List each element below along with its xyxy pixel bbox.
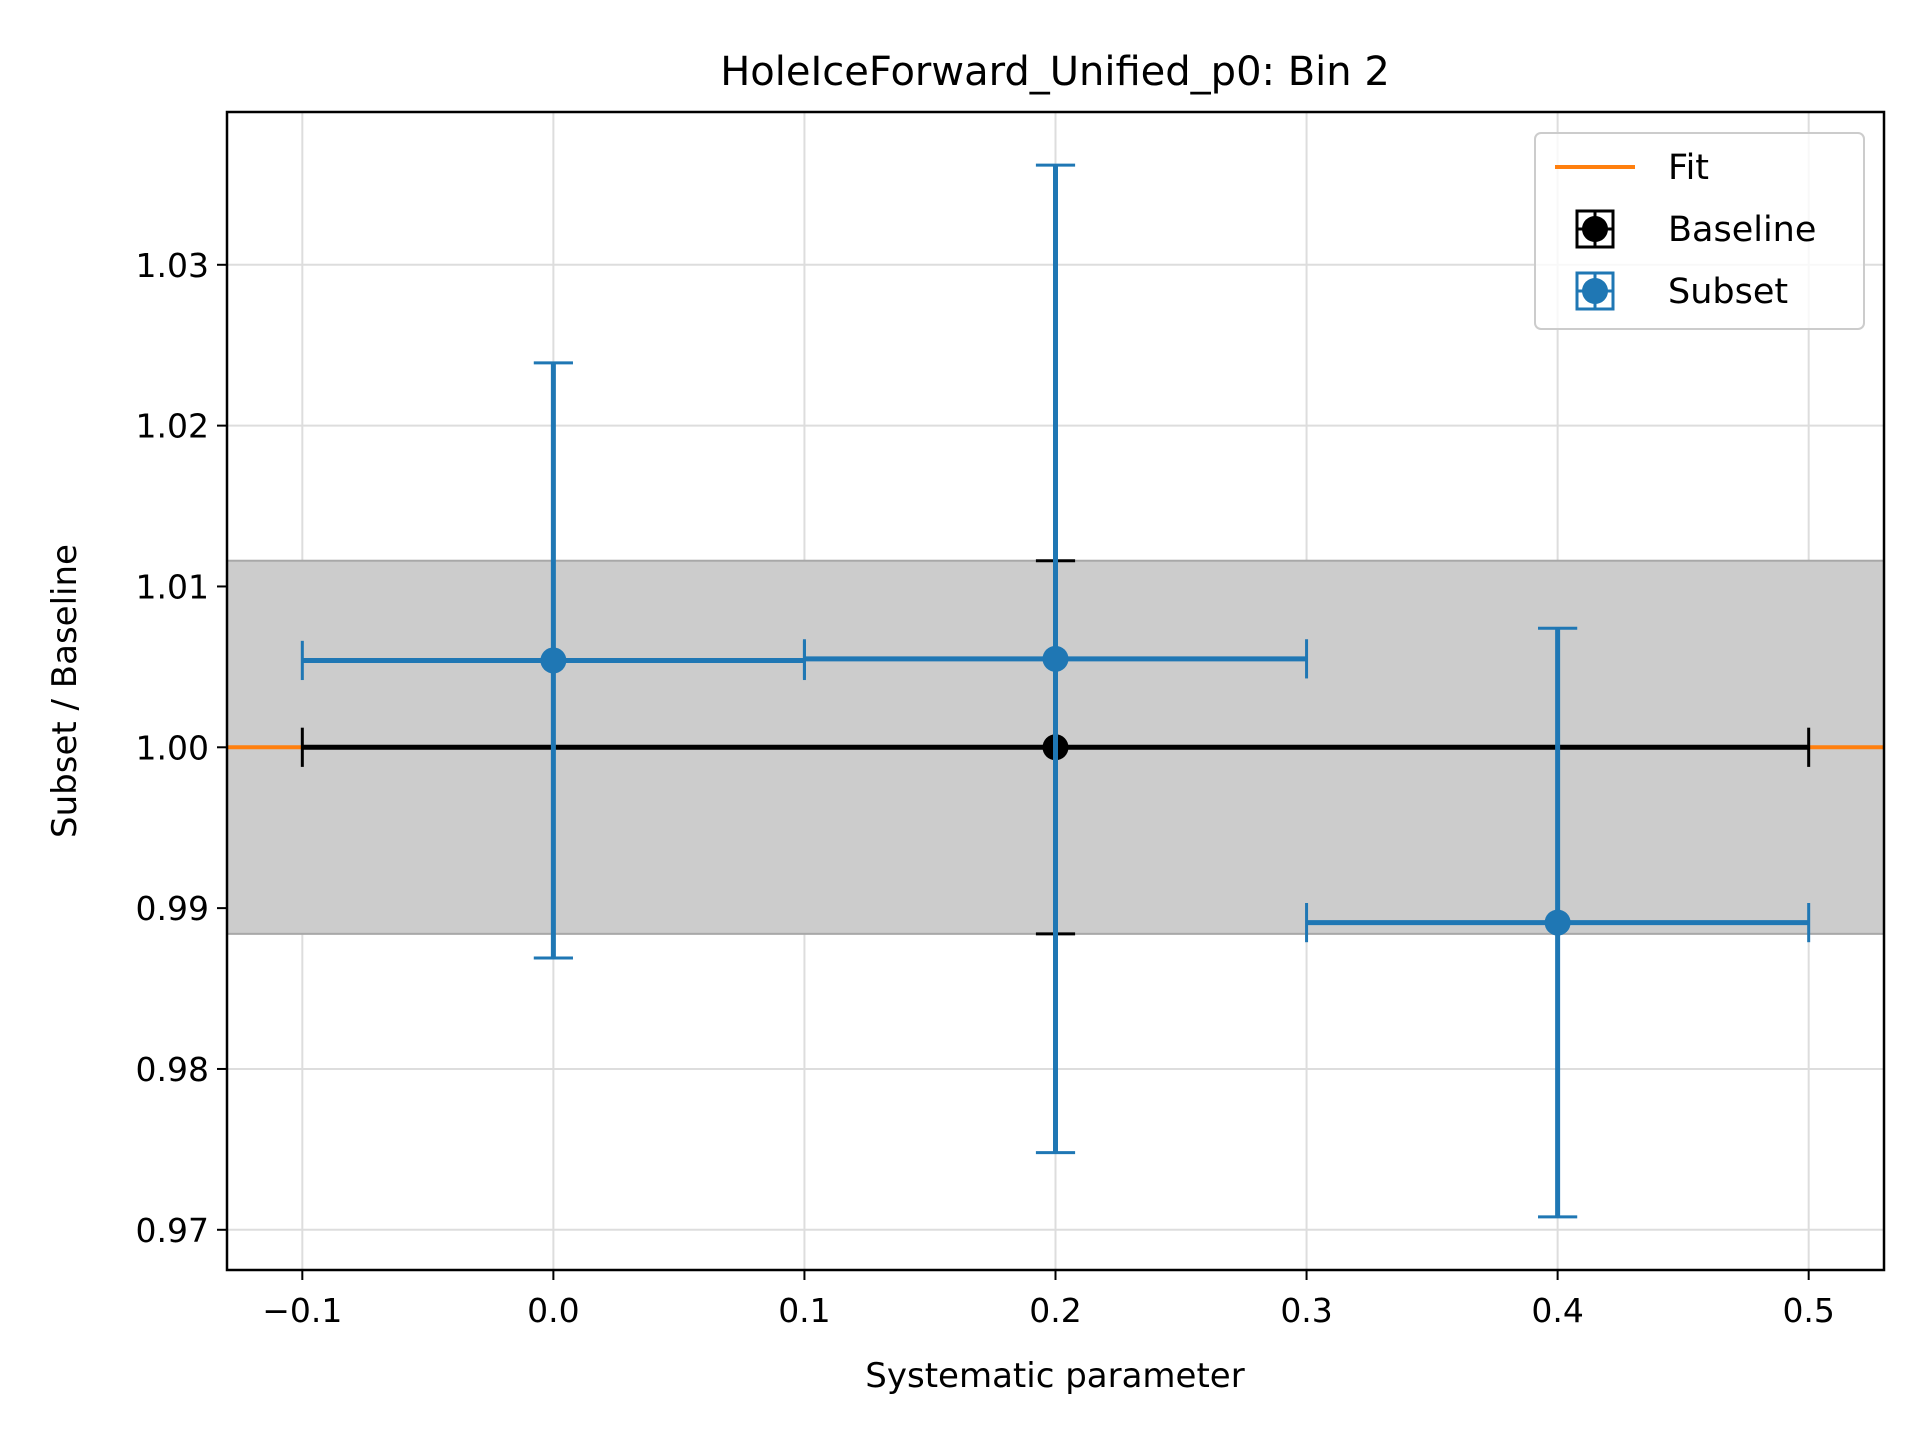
x-axis-label: Systematic parameter (865, 1356, 1244, 1396)
subset-point-0 (300, 361, 806, 960)
legend-swatch-marker-baseline (1582, 216, 1608, 242)
y-tick-label-6: 1.03 (136, 246, 209, 285)
legend[interactable]: Fit Baseline Subset (1534, 132, 1865, 330)
subset-point-1 (802, 163, 1309, 1155)
y-tick-label-0: 0.97 (136, 1211, 209, 1250)
legend-swatch-baseline (1575, 209, 1615, 249)
x-axis-ticks: −0.1 0.0 0.1 0.2 0.3 0.4 0.5 (262, 1270, 1835, 1330)
x-tick-label-2: 0.1 (778, 1291, 830, 1330)
x-tick-label-4: 0.3 (1280, 1291, 1332, 1330)
plot-series (227, 163, 1884, 1219)
y-axis-label: Subset / Baseline (45, 544, 85, 838)
x-tick-label-5: 0.4 (1531, 1291, 1583, 1330)
subset-marker-0 (540, 647, 567, 674)
legend-label-baseline: Baseline (1668, 210, 1816, 250)
legend-label-subset: Subset (1668, 272, 1788, 312)
y-tick-label-5: 1.02 (136, 407, 209, 446)
legend-item-subset[interactable]: Subset (1575, 271, 1788, 312)
y-tick-label-3: 1.00 (136, 728, 209, 767)
x-tick-label-0: −0.1 (262, 1291, 342, 1330)
chart-title: HoleIceForward_Unified_p0: Bin 2 (720, 49, 1390, 95)
x-tick-label-6: 0.5 (1782, 1291, 1834, 1330)
legend-label-fit: Fit (1668, 148, 1709, 188)
x-tick-label-1: 0.0 (527, 1291, 579, 1330)
subset-marker-1 (1042, 645, 1069, 672)
y-tick-label-2: 0.99 (136, 889, 209, 928)
y-axis-ticks: 0.97 0.98 0.99 1.00 1.01 1.02 1.03 (136, 246, 227, 1250)
subset-point-2 (1305, 626, 1811, 1219)
subset-marker-2 (1544, 909, 1571, 936)
legend-item-fit[interactable]: Fit (1555, 148, 1709, 188)
y-tick-label-1: 0.98 (136, 1050, 209, 1089)
legend-item-baseline[interactable]: Baseline (1575, 209, 1816, 250)
x-tick-label-3: 0.2 (1029, 1291, 1081, 1330)
legend-swatch-subset (1575, 271, 1615, 311)
legend-box (1534, 132, 1865, 330)
y-tick-label-4: 1.01 (136, 567, 209, 606)
legend-swatch-marker-subset (1582, 278, 1608, 304)
